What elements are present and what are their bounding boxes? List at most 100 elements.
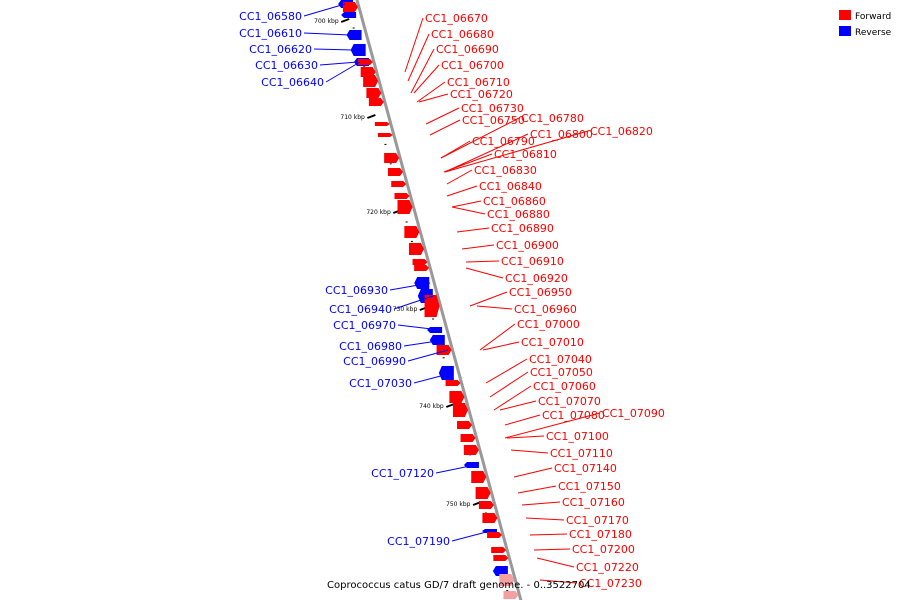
reverse-gene <box>346 30 362 40</box>
forward-gene-label: CC1_06670 <box>425 12 488 25</box>
forward-gene <box>460 434 476 442</box>
forward-gene-label: CC1_06890 <box>491 222 554 235</box>
reverse-gene <box>414 277 430 289</box>
legend-label-reverse: Reverse <box>855 28 892 38</box>
reverse-gene-label: CC1_06610 <box>239 27 302 40</box>
forward-gene-label: CC1_07200 <box>572 543 635 556</box>
forward-gene-label: CC1_06720 <box>450 88 513 101</box>
reverse-connector <box>303 3 346 17</box>
forward-gene-label: CC1_07230 <box>579 577 642 590</box>
reverse-connector <box>303 32 351 36</box>
legend-swatch-reverse <box>839 26 851 36</box>
forward-gene <box>503 591 519 599</box>
forward-gene-label: CC1_07090 <box>602 407 665 420</box>
forward-connector <box>446 169 473 185</box>
forward-gene <box>397 200 413 214</box>
reverse-gene-label: CC1_06930 <box>325 284 388 297</box>
reverse-connector <box>403 339 445 347</box>
reverse-connector <box>407 349 449 362</box>
forward-gene <box>363 75 379 87</box>
forward-gene <box>387 168 403 176</box>
forward-gene-label: CC1_07050 <box>530 366 593 379</box>
forward-gene <box>412 259 428 265</box>
forward-connector <box>521 501 561 506</box>
forward-connector <box>440 140 471 159</box>
tick-mark <box>367 114 376 119</box>
forward-gene-label: CC1_07170 <box>566 514 629 527</box>
forward-gene-label: CC1_07070 <box>538 395 601 408</box>
forward-connector <box>446 185 478 197</box>
forward-gene <box>374 122 390 126</box>
forward-gene <box>436 345 452 355</box>
forward-gene <box>404 226 420 238</box>
forward-gene <box>414 265 430 271</box>
forward-gene <box>377 133 393 137</box>
forward-connector <box>525 517 565 521</box>
forward-gene-label: CC1_06780 <box>521 112 584 125</box>
forward-gene-label: CC1_06910 <box>501 255 564 268</box>
forward-connector <box>476 305 513 310</box>
reverse-gene <box>492 566 508 576</box>
forward-connector <box>429 119 461 136</box>
forward-gene-label: CC1_06690 <box>436 43 499 56</box>
reverse-gene-label: CC1_06620 <box>249 43 312 56</box>
reverse-gene-label: CC1_07190 <box>387 535 450 548</box>
forward-gene-label: CC1_06830 <box>474 164 537 177</box>
forward-connector <box>440 117 520 159</box>
forward-gene-label: CC1_06710 <box>447 76 510 89</box>
forward-connector <box>444 130 589 173</box>
forward-gene-label: CC1_06790 <box>472 135 535 148</box>
forward-gene-label: CC1_06840 <box>479 180 542 193</box>
reverse-gene <box>429 335 445 345</box>
forward-connector <box>479 323 516 351</box>
legend-label-forward: Forward <box>855 12 891 22</box>
forward-connector <box>489 371 529 398</box>
reverse-connector <box>413 372 453 384</box>
forward-gene-label: CC1_06680 <box>431 28 494 41</box>
forward-gene-label: CC1_06750 <box>462 114 525 127</box>
forward-gene <box>478 501 494 509</box>
forward-connector <box>485 358 528 384</box>
forward-gene-label: CC1_06880 <box>487 208 550 221</box>
forward-gene <box>368 98 384 106</box>
forward-gene-label: CC1_06810 <box>494 148 557 161</box>
reverse-gene-label: CC1_06990 <box>343 355 406 368</box>
forward-gene-label: CC1_06950 <box>509 286 572 299</box>
forward-gene-label: CC1_07080 <box>542 409 605 422</box>
forward-gene <box>482 513 498 523</box>
forward-gene <box>394 193 410 199</box>
forward-gene <box>475 487 491 499</box>
reverse-gene-label: CC1_06970 <box>333 319 396 332</box>
forward-gene-label: CC1_07010 <box>521 336 584 349</box>
forward-gene <box>424 295 440 317</box>
forward-gene <box>384 153 400 163</box>
forward-gene-label: CC1_07000 <box>517 318 580 331</box>
forward-gene <box>366 88 382 98</box>
tick-label: 700 kbp <box>314 18 339 25</box>
forward-gene <box>493 555 509 561</box>
forward-gene-label: CC1_06700 <box>441 59 504 72</box>
forward-connector <box>413 64 440 94</box>
legend: Forward Reverse <box>839 10 892 38</box>
forward-gene <box>457 421 473 429</box>
forward-gene <box>357 59 373 65</box>
forward-connector <box>499 400 537 411</box>
forward-gene-label: CC1_07180 <box>569 528 632 541</box>
forward-gene-label: CC1_06860 <box>483 195 546 208</box>
forward-connector <box>425 107 460 125</box>
forward-gene <box>445 380 461 386</box>
reverse-connector <box>389 282 431 291</box>
reverse-gene-label: CC1_07030 <box>349 377 412 390</box>
forward-connector <box>539 579 578 584</box>
forward-connector <box>513 467 553 478</box>
forward-gene-label: CC1_07160 <box>562 496 625 509</box>
reverse-gene <box>438 366 454 380</box>
reverse-gene <box>341 12 357 18</box>
forward-connector <box>404 17 424 73</box>
forward-connector <box>469 291 508 307</box>
forward-connector <box>504 412 601 439</box>
reverse-gene-label: CC1_06630 <box>255 59 318 72</box>
forward-gene-label: CC1_06900 <box>496 239 559 252</box>
reverse-connector <box>319 61 359 66</box>
